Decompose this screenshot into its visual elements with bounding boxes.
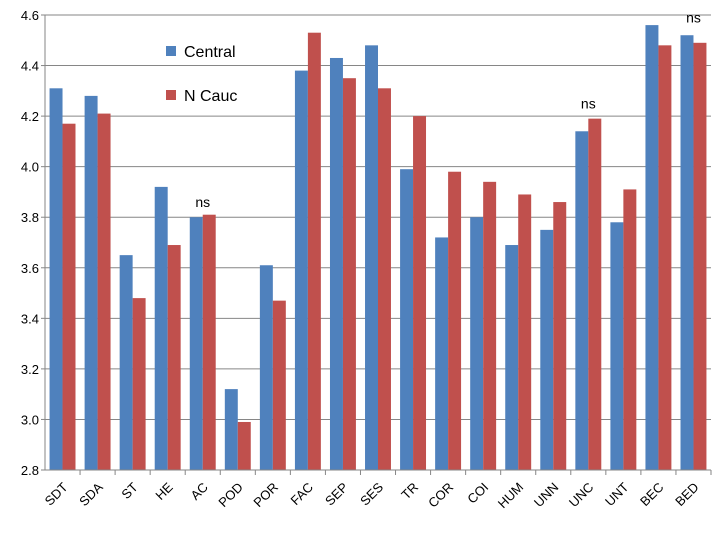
y-tick-label: 4.6 — [21, 8, 39, 23]
x-tick-label: HUM — [495, 480, 527, 512]
x-tick-label: TR — [398, 480, 421, 503]
bar-n-cauc-he — [167, 245, 181, 470]
ns-annotation: ns — [686, 10, 701, 26]
bar-n-cauc-cor — [448, 171, 462, 470]
x-tick-label: SEP — [322, 480, 351, 509]
legend: Central N Cauc — [166, 44, 237, 105]
y-tick-label: 3.8 — [21, 210, 39, 225]
x-tick-label: AC — [187, 480, 210, 503]
bar-central-sda — [84, 95, 98, 470]
x-tick-label: BEC — [637, 480, 667, 510]
bar-central-he — [154, 186, 168, 470]
ns-annotation: ns — [195, 194, 210, 210]
bar-central-unt — [610, 222, 624, 470]
y-tick-label: 3.6 — [21, 261, 39, 276]
x-tick-label: UNC — [566, 480, 597, 511]
bar-n-cauc-sep — [342, 78, 356, 470]
y-tick-label: 3.0 — [21, 412, 39, 427]
bar-n-cauc-sdt — [62, 123, 76, 470]
x-tick-label: UNN — [531, 480, 562, 511]
bar-n-cauc-tr — [413, 116, 427, 470]
x-tick-labels: SDT SDA ST HE AC POD POR FAC SEP SES TR COR COI HUM UN… — [42, 479, 702, 511]
bar-central-pod — [224, 389, 238, 470]
bar-central-tr — [400, 169, 414, 470]
y-tick-label: 4.2 — [21, 109, 39, 124]
x-tick-label: COI — [464, 480, 491, 507]
bar-central-sdt — [49, 88, 63, 471]
bar-n-cauc-hum — [518, 194, 532, 470]
y-tick-label: 2.8 — [21, 463, 39, 478]
bar-n-cauc-ses — [378, 88, 391, 471]
bar-central-unn — [540, 229, 554, 470]
bar-central-fac — [294, 70, 308, 470]
bar-central-coi — [470, 217, 484, 470]
bar-n-cauc-fac — [307, 32, 321, 470]
bar-central-sep — [329, 57, 343, 470]
ns-annotation: ns — [581, 96, 596, 112]
axes — [41, 14, 712, 475]
y-tick-labels: 2.8 3.0 3.2 3.4 3.6 3.8 4.0 4.2 4.4 4.6 — [21, 8, 39, 478]
bar-central-bed — [680, 35, 694, 470]
y-tick-label: 4.0 — [21, 160, 39, 175]
bars — [49, 25, 707, 471]
bar-n-cauc-sda — [97, 113, 111, 470]
bar-central-ses — [365, 45, 378, 470]
y-tick-label: 3.2 — [21, 362, 39, 377]
x-tick-label: SES — [357, 479, 386, 508]
bar-central-bec — [645, 25, 659, 470]
x-tick-label: POD — [215, 480, 246, 511]
x-tick-label: ST — [118, 479, 140, 501]
legend-label-n-cauc: N Cauc — [184, 88, 237, 105]
bar-n-cauc-bed — [693, 42, 707, 471]
x-tick-label: COR — [425, 480, 456, 511]
bar-central-por — [259, 265, 273, 470]
x-tick-label: BED — [672, 480, 702, 510]
legend-swatch-n-cauc — [166, 90, 176, 100]
annotations: ns ns ns — [195, 10, 701, 211]
y-tick-label: 3.4 — [21, 311, 39, 326]
bar-central-ac — [189, 217, 203, 470]
bar-central-hum — [505, 245, 519, 470]
bar-n-cauc-unt — [623, 189, 637, 470]
bar-n-cauc-bec — [658, 45, 672, 470]
y-tick-label: 4.4 — [21, 59, 39, 74]
x-tick-label: SDT — [42, 479, 71, 508]
bar-n-cauc-unc — [588, 118, 602, 470]
x-tick-label: SDA — [76, 479, 106, 509]
x-tick-label: HE — [152, 479, 176, 503]
bar-n-cauc-ac — [202, 214, 216, 470]
x-tick-label: POR — [250, 480, 281, 511]
bar-n-cauc-unn — [553, 202, 567, 471]
bar-n-cauc-st — [132, 298, 146, 470]
legend-label-central: Central — [184, 44, 236, 61]
bar-n-cauc-por — [272, 300, 286, 470]
bar-n-cauc-coi — [483, 181, 497, 471]
x-tick-label: FAC — [288, 480, 316, 508]
x-tick-label: UNT — [602, 479, 632, 509]
legend-swatch-central — [166, 46, 176, 56]
bar-central-unc — [575, 131, 589, 470]
bar-central-st — [119, 255, 133, 470]
bar-n-cauc-pod — [237, 421, 251, 470]
bar-central-cor — [435, 237, 449, 470]
